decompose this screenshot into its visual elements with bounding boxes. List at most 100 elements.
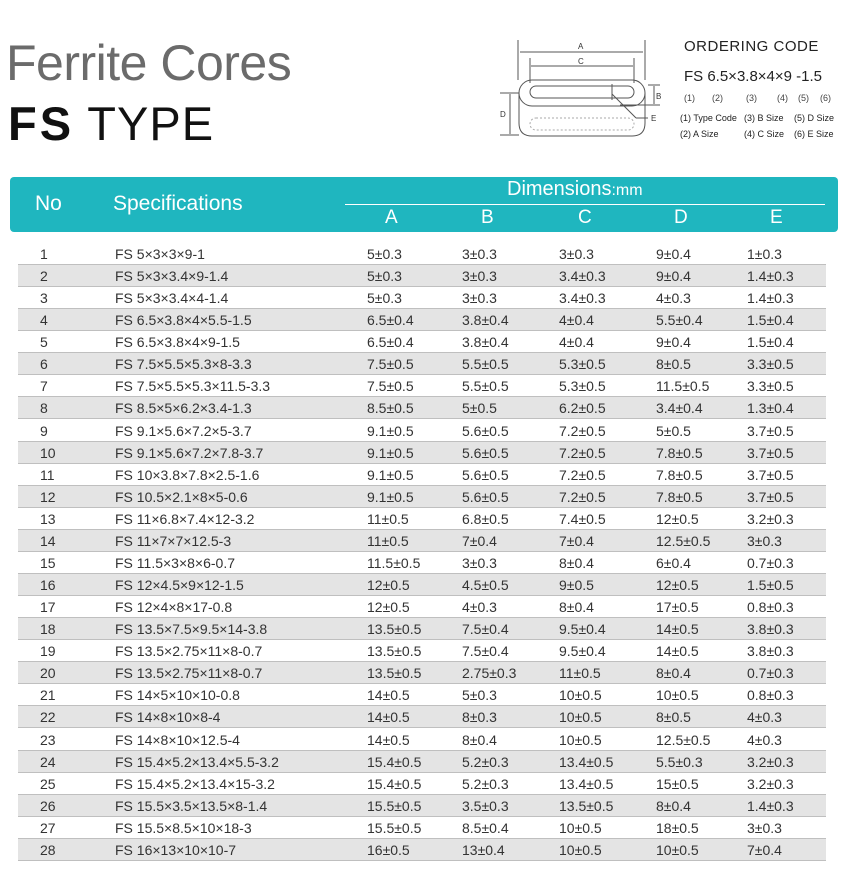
cell-b: 13±0.4 [462, 841, 505, 858]
cell-a: 13.5±0.5 [367, 643, 422, 660]
cell-no: 28 [40, 841, 56, 858]
cell-b: 6.8±0.5 [462, 510, 509, 527]
cell-c: 4±0.4 [559, 334, 594, 351]
cell-a: 5±0.3 [367, 246, 402, 262]
cell-spec: FS 9.1×5.6×7.2×7.8-3.7 [115, 444, 264, 461]
type-title: FS TYPE [8, 96, 214, 151]
cell-no: 5 [40, 334, 48, 351]
cell-c: 8±0.4 [559, 554, 594, 571]
type-code: FS [8, 97, 75, 150]
cell-e: 3.3±0.5 [747, 378, 794, 395]
cell-a: 9.1±0.5 [367, 422, 414, 439]
cell-a: 5±0.3 [367, 290, 402, 307]
cell-spec: FS 6.5×3.8×4×9-1.5 [115, 334, 240, 351]
cell-no: 11 [40, 466, 55, 483]
cell-d: 14±0.5 [656, 643, 699, 660]
code-part-num: (2) [712, 93, 723, 103]
code-part-num: (4) [777, 93, 788, 103]
cell-e: 3.3±0.5 [747, 356, 794, 373]
cell-no: 27 [40, 819, 56, 836]
cell-c: 5.3±0.5 [559, 378, 606, 395]
code-part-num: (1) [684, 93, 695, 103]
table-row: 7 FS 7.5×5.5×5.3×11.5-3.3 7.5±0.5 5.5±0.5 5.… [18, 375, 826, 398]
cell-d: 8±0.4 [656, 797, 691, 814]
cell-c: 3±0.3 [559, 246, 594, 262]
table-row: 9 FS 9.1×5.6×7.2×5-3.7 9.1±0.5 5.6±0.5 7.2±0… [18, 420, 826, 442]
cell-d: 6±0.4 [656, 554, 691, 571]
cell-b: 5.5±0.5 [462, 378, 509, 395]
cell-spec: FS 15.5×8.5×10×18-3 [115, 819, 252, 836]
cell-no: 16 [40, 577, 56, 594]
table-row: 8 FS 8.5×5×6.2×3.4-1.3 8.5±0.5 5±0.5 6.2±0.5… [18, 397, 826, 420]
core-diagram: A C B D E [500, 40, 661, 137]
cell-spec: FS 14×8×10×12.5-4 [115, 731, 240, 748]
cell-e: 3.7±0.5 [747, 466, 794, 483]
cell-b: 7.5±0.4 [462, 621, 509, 638]
cell-e: 4±0.3 [747, 731, 782, 748]
cell-c: 9.5±0.4 [559, 643, 606, 660]
code-part-num: (5) [798, 93, 809, 103]
cell-d: 18±0.5 [656, 819, 699, 836]
cell-e: 3.7±0.5 [747, 488, 794, 505]
cell-a: 6.5±0.4 [367, 312, 414, 329]
label-b: B [656, 92, 661, 101]
cell-spec: FS 14×8×10×8-4 [115, 709, 221, 726]
cell-a: 8.5±0.5 [367, 400, 414, 417]
cell-b: 4.5±0.5 [462, 577, 509, 594]
dimensions-label: Dimensions [507, 178, 612, 200]
cell-b: 8±0.3 [462, 709, 497, 726]
cell-a: 11±0.5 [367, 510, 409, 527]
cell-no: 18 [40, 621, 56, 638]
cell-e: 1.3±0.4 [747, 400, 794, 417]
cell-d: 11.5±0.5 [656, 378, 710, 395]
table-row: 25 FS 15.4×5.2×13.4×15-3.2 15.4±0.5 5.2±0.3… [18, 773, 826, 795]
cell-d: 9±0.4 [656, 268, 691, 285]
cell-d: 5.5±0.4 [656, 312, 703, 329]
cell-e: 1.4±0.3 [747, 290, 794, 307]
cell-d: 10±0.5 [656, 687, 699, 704]
cell-no: 2 [40, 268, 48, 285]
header-col-b: B [481, 207, 494, 228]
cell-no: 14 [40, 532, 56, 549]
cell-c: 7.2±0.5 [559, 466, 606, 483]
cell-c: 7±0.4 [559, 532, 594, 549]
table-row: 17 FS 12×4×8×17-0.8 12±0.5 4±0.3 8±0.4 17±0.5… [18, 596, 826, 619]
cell-a: 14±0.5 [367, 731, 410, 748]
cell-no: 13 [40, 510, 56, 527]
cell-b: 5.6±0.5 [462, 466, 509, 483]
cell-c: 4±0.4 [559, 312, 594, 329]
type-word: TYPE [87, 97, 215, 150]
table-row: 2 FS 5×3×3.4×9-1.4 5±0.3 3±0.3 3.4±0.3 9±0.4 1… [18, 265, 826, 288]
cell-c: 7.2±0.5 [559, 422, 606, 439]
cell-spec: FS 15.5×3.5×13.5×8-1.4 [115, 797, 268, 814]
cell-spec: FS 7.5×5.5×5.3×11.5-3.3 [115, 378, 271, 395]
cell-b: 3±0.3 [462, 268, 497, 285]
table-header: No Specifications Dimensions:mm A B C D … [10, 177, 838, 232]
table-row: 21 FS 14×5×10×10-0.8 14±0.5 5±0.3 10±0.5 10±0… [18, 684, 826, 707]
code-part-num: (3) [746, 93, 757, 103]
cell-a: 7.5±0.5 [367, 378, 414, 395]
cell-c: 10±0.5 [559, 709, 602, 726]
cell-no: 7 [40, 378, 48, 395]
cell-no: 26 [40, 797, 56, 814]
cell-e: 1.5±0.4 [747, 334, 794, 351]
cell-b: 4±0.3 [462, 599, 497, 616]
cell-spec: FS 13.5×7.5×9.5×14-3.8 [115, 621, 268, 638]
cell-d: 12±0.5 [656, 510, 699, 527]
cell-spec: FS 8.5×5×6.2×3.4-1.3 [115, 400, 252, 417]
cell-d: 7.8±0.5 [656, 488, 703, 505]
label-a: A [578, 42, 584, 51]
cell-c: 7.2±0.5 [559, 488, 606, 505]
cell-no: 24 [40, 753, 56, 770]
cell-d: 7.8±0.5 [656, 444, 703, 461]
cell-e: 1±0.3 [747, 246, 782, 262]
cell-spec: FS 14×5×10×10-0.8 [115, 687, 240, 704]
cell-no: 8 [40, 400, 48, 417]
cell-d: 12.5±0.5 [656, 731, 711, 748]
cell-b: 5.6±0.5 [462, 422, 509, 439]
header-col-d: D [674, 207, 688, 228]
cell-d: 10±0.5 [656, 841, 699, 858]
cell-d: 14±0.5 [656, 621, 699, 638]
cell-spec: FS 13.5×2.75×11×8-0.7 [115, 643, 263, 660]
cell-d: 8±0.5 [656, 356, 691, 373]
